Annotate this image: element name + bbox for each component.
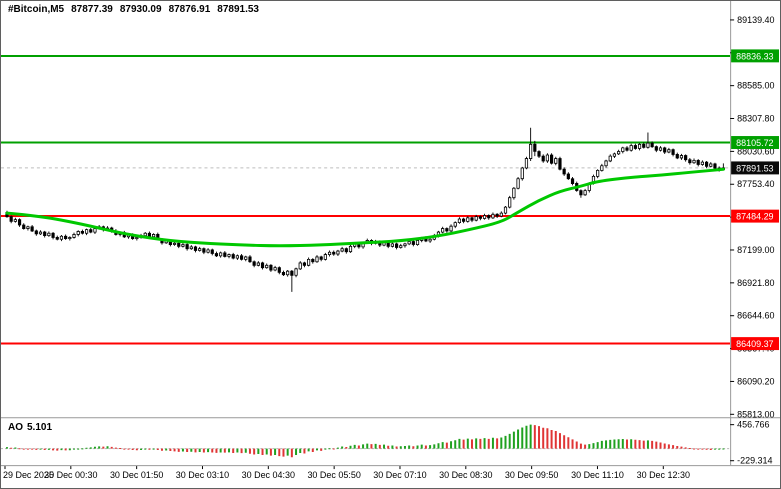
indicator-label: AO 5.101 — [8, 422, 56, 433]
price-badge-88105.72: 88105.72 — [731, 136, 780, 149]
price-axis-label: 87753.40 — [737, 179, 774, 189]
ohlc-open: 87877.39 — [71, 4, 113, 15]
ohlc-low: 87876.91 — [168, 4, 211, 15]
svg-text:86409.37: 86409.37 — [736, 339, 773, 349]
price-badge-88836.33: 88836.33 — [731, 49, 780, 63]
indicator-name: AO — [8, 422, 23, 433]
ao-axis-label: -229.314 — [737, 456, 772, 466]
price-axis-label: 88307.80 — [737, 114, 774, 124]
ao-axis-label: 456.766 — [737, 420, 769, 430]
price-axis-label: 88030.60 — [737, 146, 774, 156]
symbol-ohlc-line: #Bitcoin,M5 87877.39 87930.09 87876.91 87891… — [8, 4, 266, 15]
time-axis-label: 30 Dec 03:10 — [176, 470, 229, 480]
price-axis-label: 88585.00 — [737, 81, 774, 91]
svg-text:87891.53: 87891.53 — [736, 163, 773, 173]
indicator-value: 5.101 — [27, 422, 53, 433]
ohlc-high: 87930.09 — [119, 4, 162, 15]
price-badge-87891.53: 87891.53 — [731, 161, 780, 175]
price-badge-87484.29: 87484.29 — [731, 209, 780, 223]
time-axis-label: 30 Dec 07:10 — [373, 470, 426, 480]
price-axis-panel[interactable] — [730, 1, 780, 466]
time-axis-label: 30 Dec 09:50 — [505, 470, 558, 480]
price-axis-label: 86644.60 — [737, 311, 774, 321]
svg-text:88105.72: 88105.72 — [736, 138, 773, 148]
price-axis-label: 86090.20 — [737, 376, 774, 386]
price-axis-label: 89139.40 — [737, 15, 774, 25]
price-axis-label: 85813.00 — [737, 409, 774, 419]
time-axis-label: 30 Dec 00:30 — [44, 470, 97, 480]
price-badge-86409.37: 86409.37 — [731, 337, 780, 351]
time-axis-label: 30 Dec 11:10 — [571, 470, 624, 480]
time-axis-label: 30 Dec 01:50 — [110, 470, 163, 480]
time-axis-label: 30 Dec 04:30 — [242, 470, 295, 480]
svg-text:88836.33: 88836.33 — [736, 51, 773, 61]
time-axis-label: 29 Dec 2025 — [3, 470, 54, 480]
price-axis-label: 86921.80 — [737, 278, 774, 288]
price-axis-label: 87199.00 — [737, 245, 774, 255]
symbol-timeframe: #Bitcoin,M5 — [8, 4, 65, 15]
svg-text:87484.29: 87484.29 — [736, 212, 773, 222]
moving-average-line[interactable] — [5, 167, 725, 248]
time-axis-label: 30 Dec 12:30 — [637, 470, 690, 480]
time-axis-label: 30 Dec 05:50 — [307, 470, 360, 480]
ohlc-close: 87891.53 — [217, 4, 259, 15]
time-axis-label: 30 Dec 08:30 — [439, 470, 492, 480]
